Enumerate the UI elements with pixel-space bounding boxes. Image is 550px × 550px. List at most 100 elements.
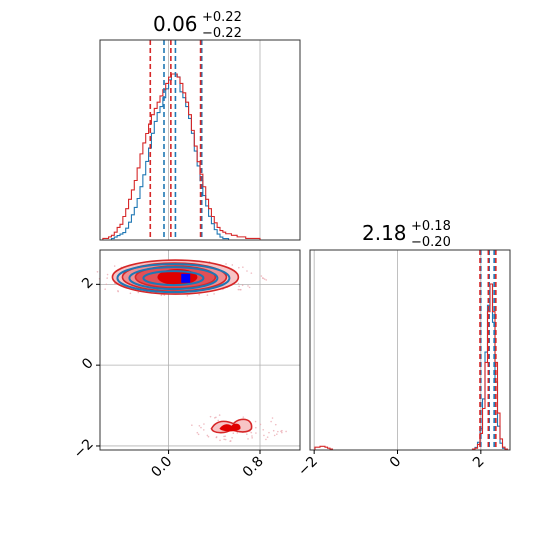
title-param2-value: 2.18: [362, 221, 407, 245]
title-param2-minus: −0.20: [411, 235, 451, 250]
scatter-point: [285, 430, 287, 433]
scatter-point: [238, 266, 240, 269]
scatter-point: [163, 294, 166, 296]
scatter-point: [263, 278, 266, 280]
histogram-param2-frame: [309, 249, 511, 451]
scatter-point: [280, 430, 282, 433]
histogram-panel-param2: −2 0 2: [295, 249, 511, 480]
scatter-point: [223, 438, 225, 441]
scatter-point: [250, 272, 253, 274]
density-core-red-lower: [219, 423, 241, 432]
scatter-point: [224, 435, 227, 437]
scatter-point: [270, 420, 272, 423]
scatter-point: [237, 282, 240, 285]
scatter-point: [276, 433, 278, 435]
histogram-param1-frame: [99, 39, 301, 241]
scatter-point: [247, 285, 249, 287]
scatter-point: [209, 415, 212, 418]
scatter-point: [219, 439, 221, 442]
tick-label-x-param2: 2: [470, 454, 488, 472]
scatter-point: [232, 432, 235, 435]
scatter-point: [263, 434, 265, 437]
scatter-point: [265, 438, 267, 441]
scatter-point: [129, 292, 132, 295]
truth-marker: [181, 273, 191, 283]
scatter-point: [105, 283, 108, 286]
tick-label-x-param1: 0.0: [148, 454, 175, 481]
scatter-point: [251, 437, 253, 439]
tick-label-x-param2: 0: [387, 454, 405, 472]
scatter-point: [236, 432, 239, 434]
scatter-point: [202, 429, 205, 431]
scatter-point: [261, 277, 264, 279]
scatter-point: [259, 423, 262, 426]
scatter-point: [186, 295, 189, 297]
scatter-point: [255, 432, 257, 434]
title-param1-plus: +0.22: [202, 10, 242, 25]
scatter-point: [203, 423, 205, 425]
density-contour-blue-level-1: [128, 266, 219, 291]
scatter-point: [207, 435, 210, 438]
scatter-point: [223, 435, 225, 438]
scatter-point: [96, 270, 99, 273]
scatter-point: [215, 436, 218, 439]
contour-panel: 0.0 0.8 −2 0 2: [71, 249, 301, 481]
scatter-point: [113, 265, 116, 267]
tick-label-y-param2: 0: [79, 355, 97, 373]
scatter-point: [266, 436, 269, 438]
scatter-point: [265, 279, 268, 281]
scatter-point: [197, 433, 200, 436]
density-contour-blue-level-2: [142, 270, 205, 287]
scatter-point: [246, 433, 248, 435]
title-param2: 2.18 +0.18 −0.20: [362, 219, 451, 250]
scatter-point: [137, 291, 140, 294]
scatter-point: [271, 417, 274, 419]
scatter-point: [260, 275, 263, 277]
scatter-point: [200, 426, 202, 429]
tick-label-x-param1: 0.8: [240, 454, 267, 481]
scatter-point: [215, 416, 217, 419]
scatter-point: [272, 429, 275, 432]
scatter-point: [241, 284, 244, 287]
scatter-point: [206, 294, 209, 296]
scatter-point: [104, 288, 106, 290]
density-contour-blue-level-0: [116, 263, 231, 294]
tick-label-y-param2: −2: [71, 436, 97, 462]
scatter-point: [242, 416, 245, 418]
scatter-point: [224, 438, 227, 441]
scatter-point: [229, 440, 231, 442]
scatter-point: [248, 286, 251, 289]
scatter-point: [273, 434, 276, 437]
scatter-point: [218, 414, 221, 416]
histogram-line-param1-series-1: [100, 73, 300, 241]
scatter-point: [255, 426, 257, 429]
scatter-point: [240, 288, 242, 291]
title-param2-plus: +0.18: [411, 219, 451, 234]
tick-label-x-param2: −2: [295, 454, 321, 480]
scatter-point: [198, 424, 201, 427]
scatter-point: [247, 438, 249, 440]
scatter-point: [198, 293, 200, 296]
scatter-point: [246, 270, 248, 272]
title-param1: 0.06 +0.22 −0.22: [153, 10, 242, 41]
scatter-point: [106, 277, 108, 279]
scatter-point: [274, 423, 277, 426]
scatter-point: [217, 419, 219, 422]
scatter-point: [225, 263, 227, 265]
scatter-point: [213, 293, 215, 295]
title-param1-value: 0.06: [153, 12, 198, 36]
scatter-point: [238, 285, 240, 288]
scatter-point: [254, 420, 257, 423]
scatter-point: [268, 431, 270, 434]
scatter-point: [117, 290, 119, 292]
scatter-point: [191, 424, 193, 427]
scatter-point: [242, 266, 244, 268]
scatter-point: [106, 273, 109, 276]
scatter-point: [231, 436, 233, 439]
scatter-point: [250, 431, 253, 434]
scatter-point: [281, 431, 283, 434]
tick-label-y-param2: 2: [79, 274, 97, 292]
contour-frame: [99, 249, 301, 451]
scatter-point: [206, 434, 209, 437]
